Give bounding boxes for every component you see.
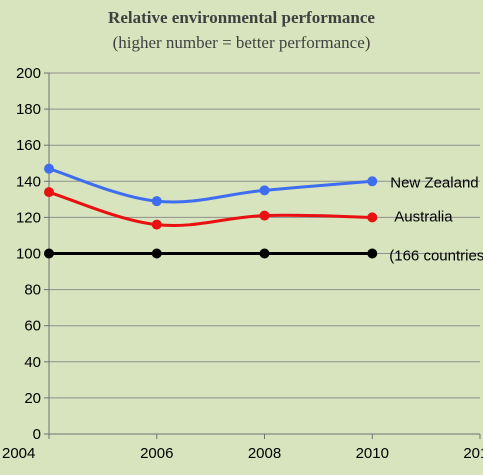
y-tick-label-160: 160 (16, 137, 41, 154)
x-tick-label-2008: 2008 (248, 445, 281, 462)
data-point-166-countries-2006 (151, 248, 162, 259)
data-point-new-zealand-2010 (367, 176, 378, 187)
y-tick-label-80: 80 (24, 282, 41, 299)
data-point-australia-2008 (259, 210, 270, 221)
x-tick-label-2006: 2006 (140, 445, 173, 462)
series-line-australia (48, 190, 373, 227)
y-tick-label-180: 180 (16, 101, 41, 118)
series-label-new-zealand: New Zealand (390, 174, 478, 191)
data-point-166-countries-2010 (367, 248, 378, 259)
data-point-australia-2010 (367, 212, 378, 223)
series-line-new-zealand (48, 167, 373, 204)
data-point-166-countries-2004 (44, 248, 54, 259)
data-point-new-zealand-2008 (259, 185, 270, 196)
series-label-australia: Australia (394, 208, 453, 225)
data-point-new-zealand-2006 (151, 196, 162, 207)
series-label-166-countries: (166 countries) (389, 248, 483, 265)
chart-title: Relative environmental performance (108, 8, 375, 27)
x-tick-label-2010: 2010 (356, 445, 389, 462)
x-tick-label-2004: 2004 (2, 445, 35, 462)
y-tick-label-140: 140 (16, 173, 41, 190)
y-tick-label-200: 200 (16, 65, 41, 82)
chart-subtitle: (higher number = better performance) (112, 33, 371, 52)
data-point-australia-2004 (44, 187, 54, 198)
y-tick-label-100: 100 (16, 246, 41, 263)
x-tick-label-2012: 2012 (463, 445, 483, 462)
y-tick-label-20: 20 (24, 390, 41, 407)
y-tick-label-120: 120 (16, 209, 41, 226)
y-tick-label-0: 0 (33, 426, 41, 443)
data-point-new-zealand-2004 (44, 163, 54, 174)
data-point-australia-2006 (151, 219, 162, 230)
data-point-166-countries-2008 (259, 248, 270, 259)
y-tick-label-60: 60 (24, 318, 41, 335)
y-tick-label-40: 40 (24, 354, 41, 371)
